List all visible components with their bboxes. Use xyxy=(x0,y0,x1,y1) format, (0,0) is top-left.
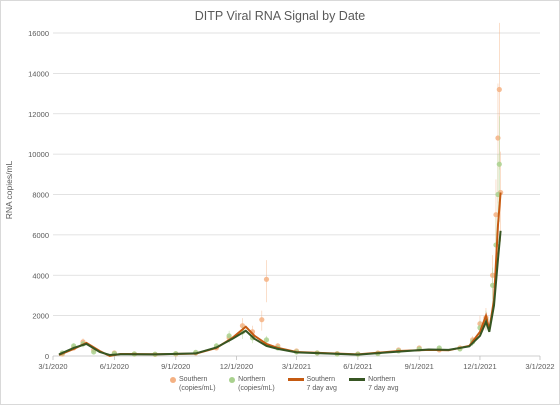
legend-item-southern-avg: Southern 7 day avg xyxy=(287,375,340,393)
legend-northern-avg-marker xyxy=(349,378,366,381)
legend-item-northern-avg: Northern 7 day avg xyxy=(349,375,400,393)
southern-point xyxy=(496,86,502,93)
northern-point xyxy=(91,349,97,355)
x-tick-label: 3/1/2022 xyxy=(525,362,554,371)
y-tick-label: 14000 xyxy=(28,69,49,78)
southern-point xyxy=(259,317,265,323)
y-tick-label: 8000 xyxy=(32,191,49,200)
southern-point xyxy=(263,276,270,282)
y-tick-label: 2000 xyxy=(32,312,49,321)
x-tick-label: 6/1/2020 xyxy=(100,362,129,371)
northern-point xyxy=(226,333,232,339)
northern-avg-line xyxy=(58,230,502,357)
x-tick-label: 12/1/2021 xyxy=(463,362,496,371)
legend-southern-label: Southern (copies/mL) xyxy=(179,376,216,392)
northern-point xyxy=(496,161,502,167)
x-tick-label: 3/1/2021 xyxy=(282,362,311,371)
x-tick-label: 9/1/2021 xyxy=(405,362,434,371)
y-tick-label: 10000 xyxy=(28,150,49,159)
x-tick-label: 3/1/2020 xyxy=(38,362,67,371)
x-tick-label: 9/1/2020 xyxy=(161,362,190,371)
y-tick-label: 4000 xyxy=(32,271,49,280)
y-tick-label: 12000 xyxy=(28,110,49,119)
x-tick-label: 12/1/2020 xyxy=(220,362,253,371)
legend-northern-marker xyxy=(229,377,236,383)
legend-item-northern: Northern (copies/mL) xyxy=(229,375,277,393)
legend-northern-avg-label: Northern 7 day avg xyxy=(368,376,399,392)
legend-southern-marker xyxy=(170,377,176,383)
legend-southern-avg-marker xyxy=(287,378,304,381)
legend-southern-avg-label: Southern 7 day avg xyxy=(306,376,337,392)
northern-point xyxy=(263,337,270,343)
southern-point xyxy=(495,135,501,141)
y-tick-label: 6000 xyxy=(32,231,49,240)
legend-item-southern: Southern (copies/mL) xyxy=(170,375,219,393)
legend: Southern (copies/mL) Northern (copies/mL… xyxy=(170,375,400,393)
southern-point xyxy=(493,212,499,218)
y-tick-label: 0 xyxy=(45,352,49,361)
southern-avg-line xyxy=(58,192,502,358)
y-tick-label: 16000 xyxy=(28,29,49,38)
legend-northern-label: Northern (copies/mL) xyxy=(238,376,275,392)
x-tick-label: 6/1/2021 xyxy=(343,362,372,371)
chart-title: DITP Viral RNA Signal by Date xyxy=(194,9,366,23)
